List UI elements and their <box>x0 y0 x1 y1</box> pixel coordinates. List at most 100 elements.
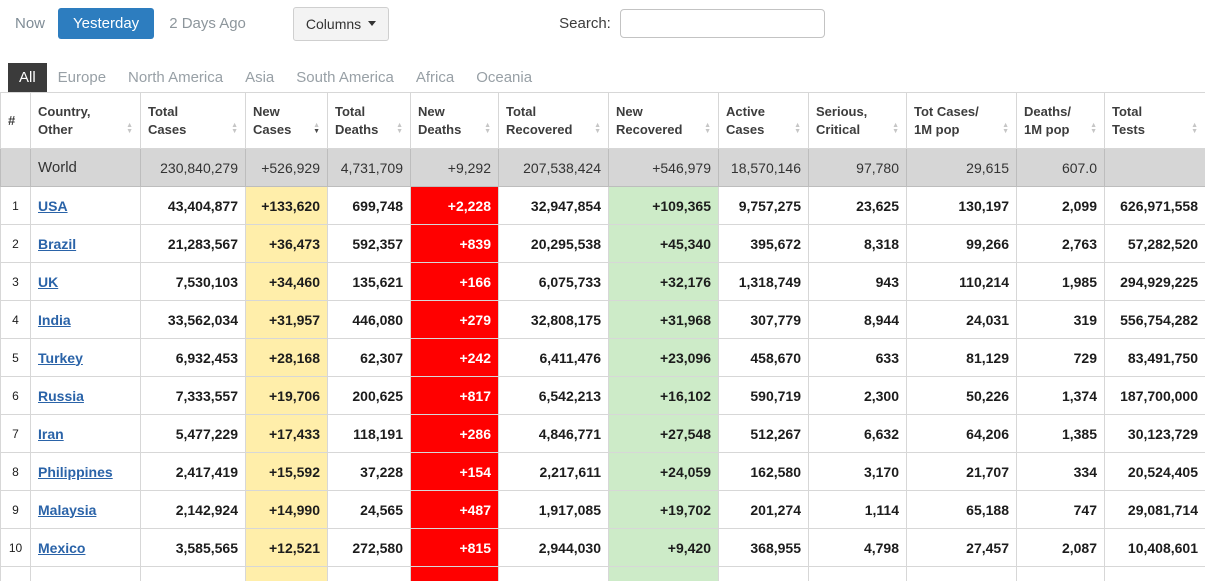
covid-stats-table: # Country, Other ▲ ▼ Total Cases ▲ ▼ New Cases ▲ ▼ To… <box>0 92 1205 581</box>
stat-cell: 943 <box>808 262 907 301</box>
stat-cell: +487 <box>410 490 499 529</box>
country-link[interactable]: USA <box>38 197 68 214</box>
column-header-total-tests[interactable]: Total Tests ▲ ▼ <box>1104 92 1205 149</box>
sort-icon[interactable]: ▲ ▼ <box>396 122 403 136</box>
tab-south-america[interactable]: South America <box>296 68 394 86</box>
column-header-new-deaths[interactable]: New Deaths ▲ ▼ <box>410 92 499 149</box>
column-header-label: Active Cases <box>726 103 766 137</box>
stat-cell: 2,417,419 <box>140 452 246 491</box>
stat-cell: 590,719 <box>718 376 809 415</box>
sort-icon[interactable]: ▲ ▼ <box>231 122 238 136</box>
stat-cell: 30,123,729 <box>1104 414 1205 453</box>
world-stat-cell: 230,840,279 <box>140 148 246 187</box>
stat-cell: 272,580 <box>327 528 411 567</box>
stat-cell: 4,846,771 <box>498 414 609 453</box>
column-header-total-recovered[interactable]: Total Recovered ▲ ▼ <box>498 92 609 149</box>
search-input[interactable] <box>619 9 825 38</box>
columns-dropdown-button[interactable]: Columns <box>292 6 390 41</box>
stat-cell <box>718 566 809 581</box>
sort-icon[interactable]: ▲ ▼ <box>126 122 133 136</box>
stat-cell: 29,081,714 <box>1104 490 1205 529</box>
yesterday-button[interactable]: Yesterday <box>58 8 155 39</box>
column-header-serious-critical[interactable]: Serious, Critical ▲ ▼ <box>808 92 907 149</box>
sort-icon[interactable]: ▲ ▼ <box>704 122 711 136</box>
sort-icon[interactable]: ▲ ▼ <box>1002 122 1009 136</box>
country-row-mexico: 10 Mexico 3,585,565 +12,521 272,580 +815 2,944… <box>0 528 1205 567</box>
country-cell <box>30 566 141 581</box>
stat-cell: 83,491,750 <box>1104 338 1205 377</box>
stat-cell: 3,170 <box>808 452 907 491</box>
country-link[interactable]: Mexico <box>38 539 86 556</box>
stat-cell: +17,433 <box>245 414 328 453</box>
country-link[interactable]: Malaysia <box>38 501 97 518</box>
stat-cell: 3,585,565 <box>140 528 246 567</box>
stat-cell: 57,282,520 <box>1104 224 1205 263</box>
sort-icon[interactable]: ▲ ▼ <box>794 122 801 136</box>
stat-cell: 2,300 <box>808 376 907 415</box>
stat-cell: 99,266 <box>906 224 1017 263</box>
country-link[interactable]: Turkey <box>38 349 83 366</box>
tab-asia[interactable]: Asia <box>245 68 275 86</box>
stat-cell: 2,944,030 <box>498 528 609 567</box>
sort-icon[interactable]: ▲ ▼ <box>1191 122 1198 136</box>
country-row-malaysia: 9 Malaysia 2,142,924 +14,990 24,565 +487 1,917… <box>0 490 1205 529</box>
stat-cell: 8,944 <box>808 300 907 339</box>
column-header-label: New Cases <box>253 103 292 137</box>
two-days-ago-button[interactable]: 2 Days Ago <box>169 15 246 32</box>
stat-cell: +19,702 <box>608 490 719 529</box>
sort-icon[interactable]: ▲ ▼ <box>892 122 899 136</box>
country-link[interactable]: Brazil <box>38 235 77 252</box>
stat-cell: 201,274 <box>718 490 809 529</box>
sort-icon[interactable]: ▲ ▼ <box>594 122 601 136</box>
tab-africa[interactable]: Africa <box>415 68 455 86</box>
rank-cell: 6 <box>0 376 31 415</box>
sort-icon[interactable]: ▲ ▼ <box>1090 122 1097 136</box>
sort-icon[interactable]: ▲ ▼ <box>313 122 320 136</box>
tab-north-america[interactable]: North America <box>128 68 224 86</box>
world-rank-cell <box>0 148 31 187</box>
stat-cell: +45,340 <box>608 224 719 263</box>
tab-all[interactable]: All <box>8 62 47 92</box>
country-link[interactable]: Iran <box>38 425 64 442</box>
world-stat-cell: 18,570,146 <box>718 148 809 187</box>
stat-cell: 23,625 <box>808 186 907 225</box>
rank-cell: 3 <box>0 262 31 301</box>
stat-cell: 135,621 <box>327 262 411 301</box>
tab-oceania[interactable]: Oceania <box>476 68 533 86</box>
stat-cell: 130,197 <box>906 186 1017 225</box>
stat-cell: +2,228 <box>410 186 499 225</box>
stat-cell: +154 <box>410 452 499 491</box>
column-header-new-recovered[interactable]: New Recovered ▲ ▼ <box>608 92 719 149</box>
stat-cell: 633 <box>808 338 907 377</box>
column-header-label: Total Tests <box>1112 103 1145 137</box>
column-header-label: New Deaths <box>418 103 462 137</box>
stat-cell: 21,707 <box>906 452 1017 491</box>
column-header-country[interactable]: Country, Other ▲ ▼ <box>30 92 141 149</box>
column-header-active-cases[interactable]: Active Cases ▲ ▼ <box>718 92 809 149</box>
country-link[interactable]: UK <box>38 273 59 290</box>
column-header-deaths-per-1m[interactable]: Deaths/1M pop ▲ ▼ <box>1016 92 1105 149</box>
world-stat-cell: 207,538,424 <box>498 148 609 187</box>
country-link[interactable]: Philippines <box>38 463 113 480</box>
stat-cell: +28,168 <box>245 338 328 377</box>
column-header-label: Deaths/1M pop <box>1024 103 1071 137</box>
column-header-label: New Recovered <box>616 103 683 137</box>
stat-cell: +242 <box>410 338 499 377</box>
world-stat-cell: +546,979 <box>608 148 719 187</box>
column-header-new-cases[interactable]: New Cases ▲ ▼ <box>245 92 328 149</box>
column-header-total-cases[interactable]: Total Cases ▲ ▼ <box>140 92 246 149</box>
stat-cell: 512,267 <box>718 414 809 453</box>
now-button[interactable]: Now <box>15 15 46 32</box>
stat-cell: 7,333,557 <box>140 376 246 415</box>
column-header-tot-cases-per-1m[interactable]: Tot Cases/1M pop ▲ ▼ <box>906 92 1017 149</box>
stat-cell: 307,779 <box>718 300 809 339</box>
country-link[interactable]: Russia <box>38 387 84 404</box>
stat-cell: 6,632 <box>808 414 907 453</box>
stat-cell: 21,283,567 <box>140 224 246 263</box>
column-header-total-deaths[interactable]: Total Deaths ▲ ▼ <box>327 92 411 149</box>
tab-europe[interactable]: Europe <box>57 68 107 86</box>
country-link[interactable]: India <box>38 311 71 328</box>
sort-icon[interactable]: ▲ ▼ <box>484 122 491 136</box>
stat-cell: +12,521 <box>245 528 328 567</box>
column-header-label: Tot Cases/1M pop <box>914 103 979 137</box>
